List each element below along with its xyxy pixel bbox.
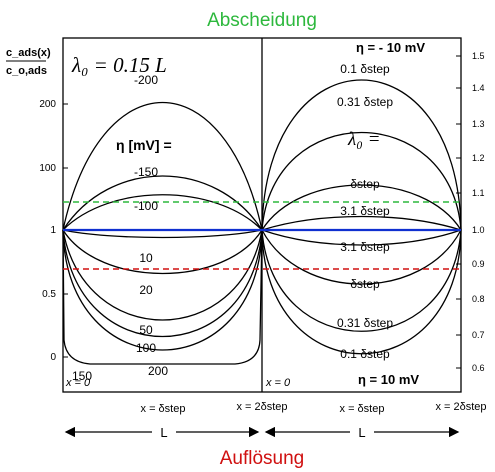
right-y-tick-label: 0.6 bbox=[472, 363, 485, 373]
title-bottom: Auflösung bbox=[220, 448, 305, 469]
left-y-tick-label: 100 bbox=[39, 163, 56, 174]
eta-label: η [mV] = bbox=[116, 137, 172, 153]
right-series-label-top: δstep bbox=[350, 177, 380, 191]
left-series-label: 100 bbox=[136, 341, 156, 355]
right-series-label-bottom: 0.1 δstep bbox=[340, 347, 390, 361]
right-series-label-top: 3.1 δstep bbox=[340, 204, 390, 218]
curve-eta-minus-200 bbox=[62, 101, 263, 231]
left-series-label: -100 bbox=[134, 199, 158, 213]
x0-left-label: x = 0 bbox=[65, 377, 91, 389]
right-series-label-bottom: δstep bbox=[350, 277, 380, 291]
length-arrow-left: L bbox=[64, 425, 260, 440]
right-y-tick-label: 1.1 bbox=[472, 188, 485, 198]
curve-eta-100 bbox=[62, 229, 263, 338]
left-series-label: 20 bbox=[139, 283, 153, 297]
right-series-label-top: 0.1 δstep bbox=[340, 62, 390, 76]
curve-eta-50 bbox=[62, 229, 263, 321]
eta-right-bottom: η = 10 mV bbox=[358, 372, 419, 387]
x-end-left-label: x = 2δstep bbox=[236, 401, 287, 413]
length-label-left: L bbox=[160, 425, 167, 440]
curve-eta-10 bbox=[62, 229, 263, 239]
right-series-label-bottom: 3.1 δstep bbox=[340, 240, 390, 254]
right-y-tick-label: 0.7 bbox=[472, 330, 485, 340]
right-y-tick-label: 1.0 bbox=[472, 225, 485, 235]
curve-eta-200 bbox=[62, 229, 263, 365]
right-y-tick-labels: 0.6 0.7 0.8 0.9 1.0 1.1 1.2 1.3 1.4 1.5 bbox=[472, 51, 485, 373]
curve-eta-minus-100 bbox=[62, 194, 263, 231]
left-series-label: -150 bbox=[134, 165, 158, 179]
x-end-right-label: x = 2δstep bbox=[435, 401, 486, 413]
left-series-labels: -200 -150 -100 10 20 50 100 150 200 bbox=[72, 73, 168, 383]
right-curves bbox=[261, 79, 462, 355]
curve-bottom-3.1-dstep bbox=[261, 229, 462, 246]
right-y-tick-label: 1.3 bbox=[472, 119, 485, 129]
right-y-tick-label: 1.4 bbox=[472, 83, 485, 93]
x-mid-left-label: x = δstep bbox=[141, 403, 186, 415]
left-series-label: 150 bbox=[72, 369, 92, 383]
title-top: Abscheidung bbox=[207, 10, 317, 31]
right-series-label-bottom: 0.31 δstep bbox=[337, 316, 393, 330]
right-y-tick-label: 1.2 bbox=[472, 153, 485, 163]
x0-right-label: x = 0 bbox=[265, 377, 291, 389]
right-series-labels: 0.1 δstep 0.31 δstep δstep 3.1 δstep 3.1 δst… bbox=[337, 62, 393, 361]
left-curves bbox=[62, 101, 263, 365]
curve-top-0.31-dstep bbox=[261, 132, 462, 231]
left-y-tick-label: 0.5 bbox=[42, 289, 56, 300]
left-y-tick-label: 0 bbox=[50, 352, 56, 363]
right-y-tick-label: 1.5 bbox=[472, 51, 485, 61]
eta-right-top: η = - 10 mV bbox=[356, 40, 425, 55]
left-panel-param: λ₀ = 0.15 L bbox=[71, 53, 167, 77]
left-series-label: 200 bbox=[148, 364, 168, 378]
x-mid-right-label: x = δstep bbox=[340, 403, 385, 415]
length-label-right: L bbox=[358, 425, 365, 440]
left-y-tick-label: 200 bbox=[39, 99, 56, 110]
left-y-tick-labels: 0 0.5 1 100 200 bbox=[39, 99, 56, 363]
curve-top-3.1-dstep bbox=[261, 215, 462, 231]
curve-bottom-dstep bbox=[261, 229, 462, 285]
curve-eta-minus-150 bbox=[62, 175, 263, 231]
right-y-tick-label: 0.8 bbox=[472, 294, 485, 304]
left-series-label: -200 bbox=[134, 73, 158, 87]
left-series-label: 10 bbox=[139, 251, 153, 265]
y-axis-label-denominator: c_o,ads bbox=[6, 65, 47, 77]
curve-eta-20 bbox=[62, 229, 263, 274]
curve-bottom-0.1-dstep bbox=[261, 229, 462, 355]
left-series-label: 50 bbox=[139, 323, 153, 337]
right-y-tick-label: 0.9 bbox=[472, 259, 485, 269]
curve-eta-150 bbox=[62, 229, 263, 351]
length-arrow-right: L bbox=[264, 425, 460, 440]
y-axis-label-numerator: c_ads(x) bbox=[6, 47, 51, 59]
curve-top-dstep bbox=[261, 184, 462, 231]
curve-bottom-0.31-dstep bbox=[261, 229, 462, 332]
curve-top-0.1-dstep bbox=[261, 79, 462, 231]
right-panel-param: λ₀ = bbox=[347, 129, 380, 150]
right-series-label-top: 0.31 δstep bbox=[337, 95, 393, 109]
left-y-tick-label: 1 bbox=[50, 225, 56, 236]
